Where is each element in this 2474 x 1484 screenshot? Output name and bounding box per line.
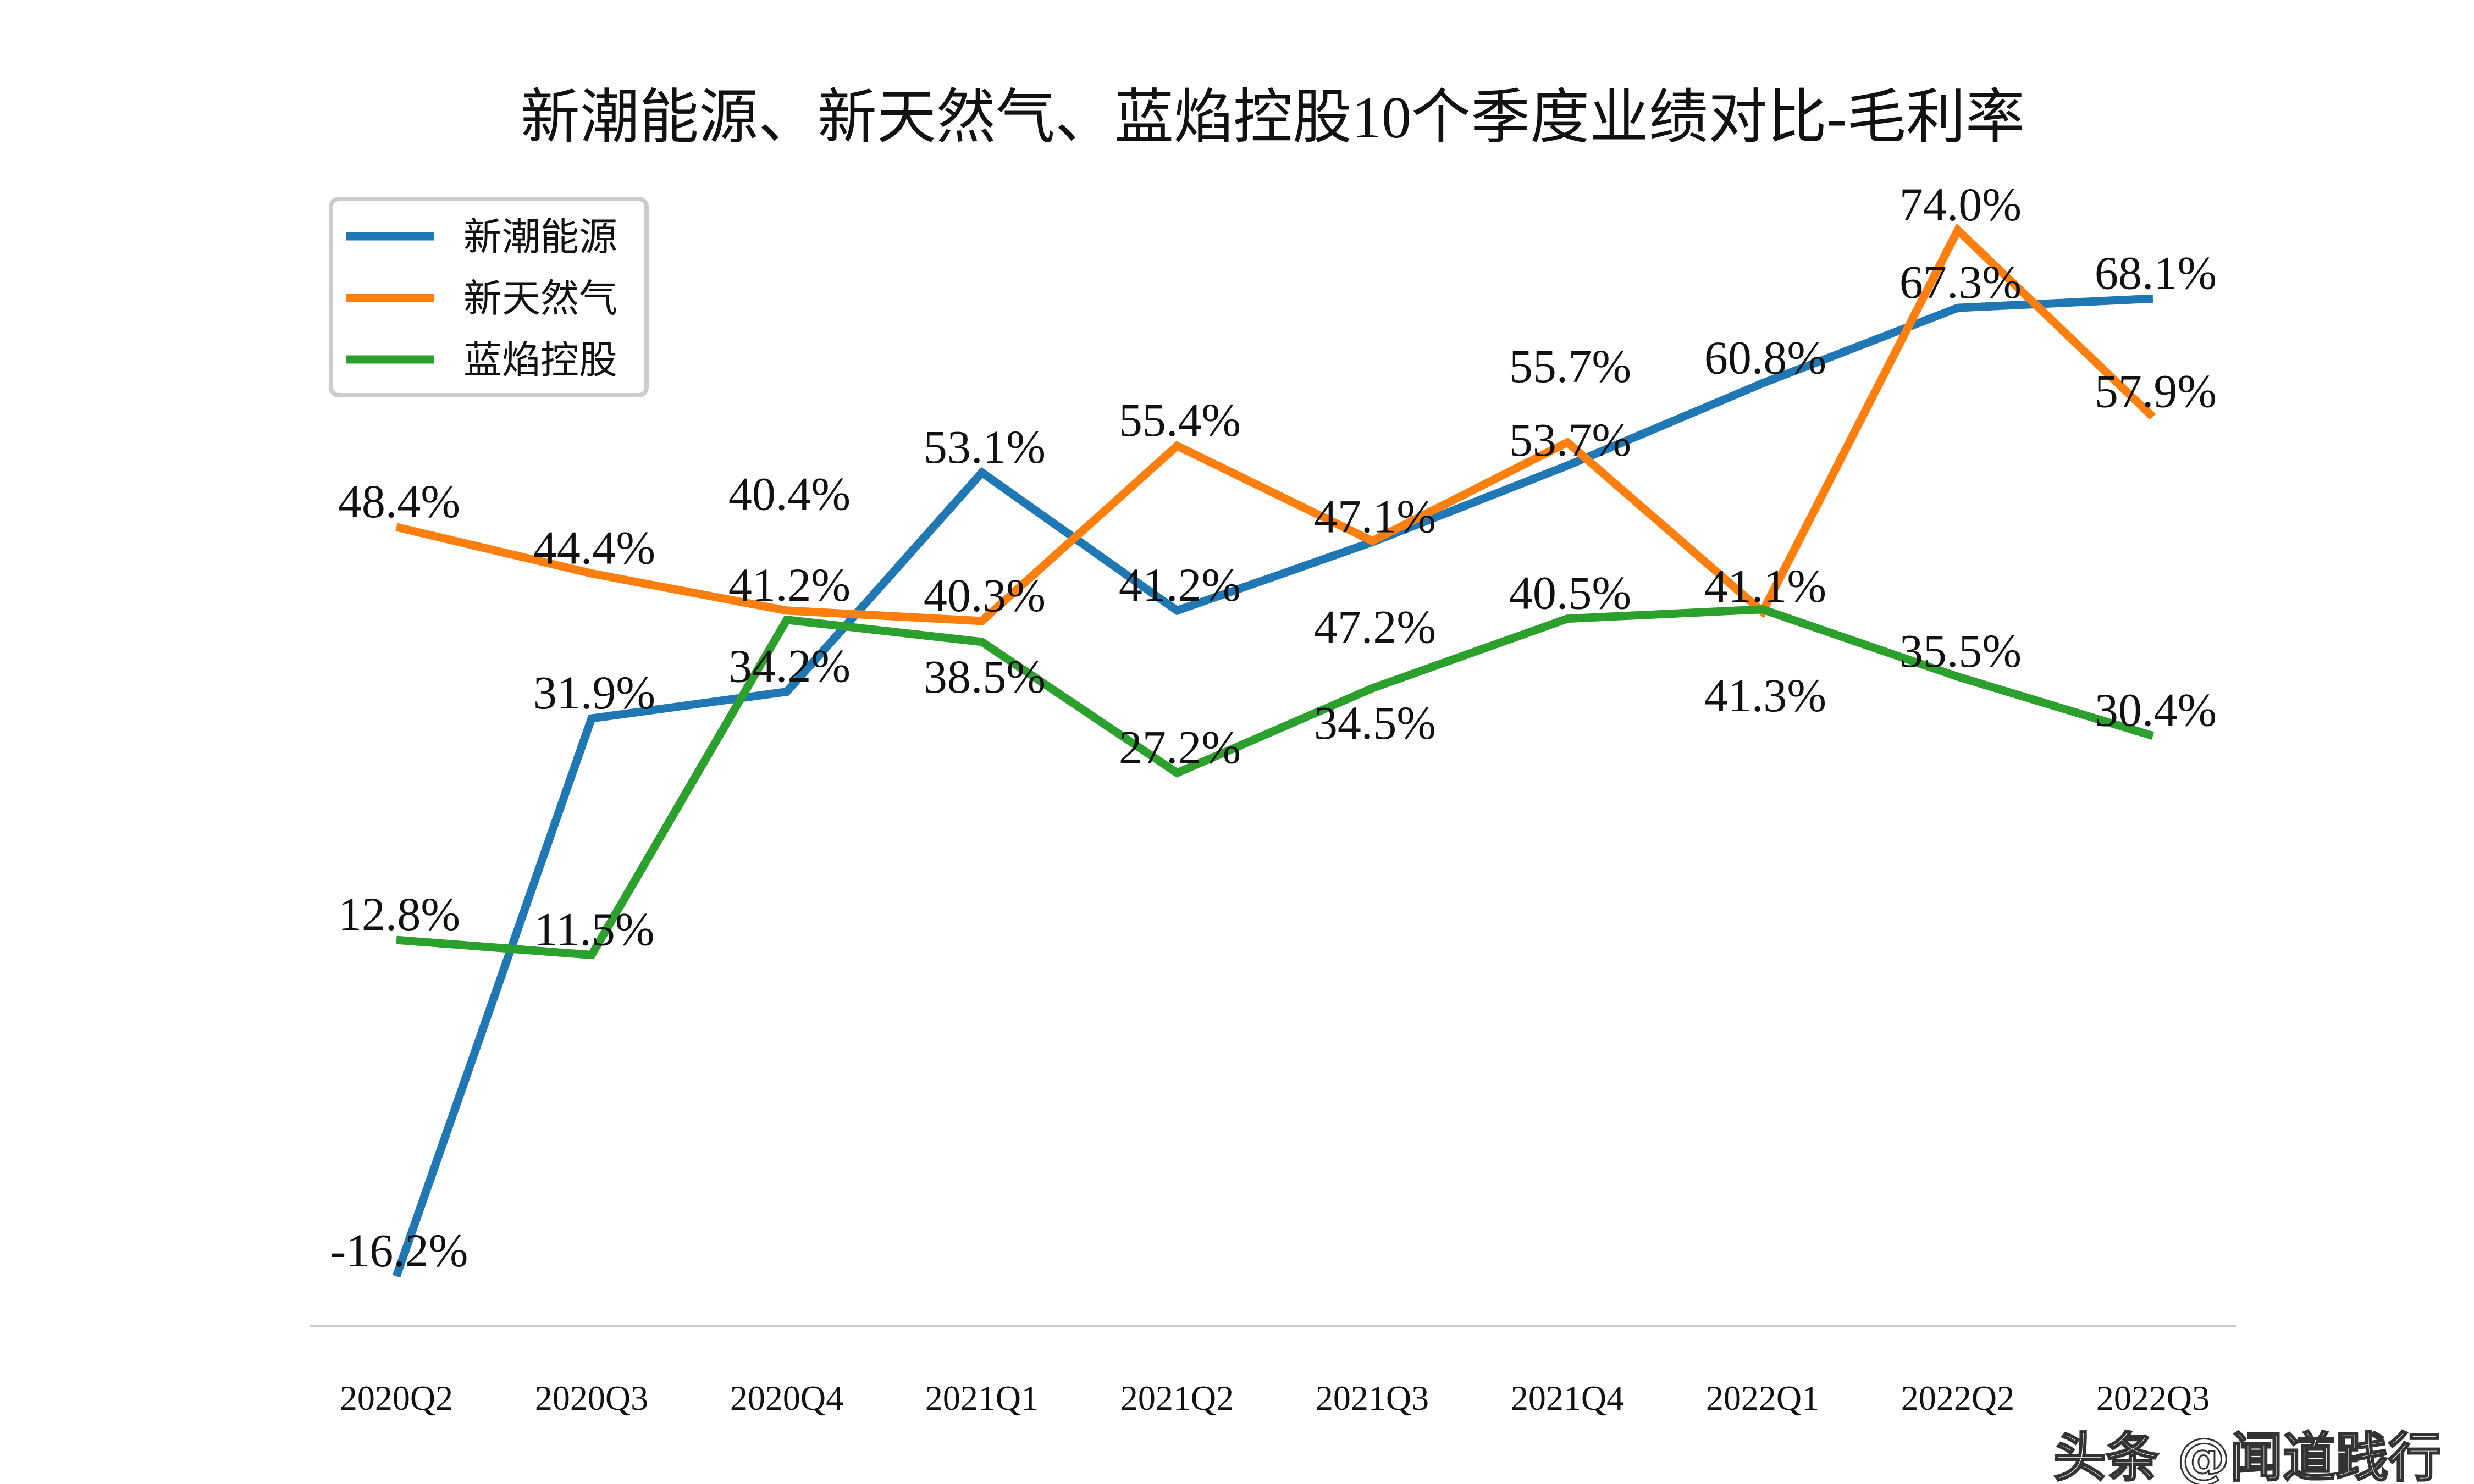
- x-tick-label: 2022Q1: [1706, 1378, 1819, 1417]
- data-label: 40.5%: [1509, 567, 1631, 619]
- data-label: 47.1%: [1314, 490, 1436, 542]
- data-label: 53.1%: [924, 420, 1046, 473]
- legend-label: 新潮能源: [463, 214, 617, 259]
- x-tick-label: 2021Q4: [1511, 1378, 1624, 1417]
- data-label: 53.7%: [1509, 413, 1631, 466]
- x-tick-label: 2022Q3: [2096, 1378, 2210, 1417]
- legend-label: 新天然气: [463, 276, 617, 321]
- x-tick-label: 2021Q1: [925, 1378, 1039, 1417]
- data-label: 68.1%: [2095, 246, 2217, 299]
- x-tick-label: 2020Q4: [730, 1378, 843, 1417]
- chart-title: 新潮能源、新天然气、蓝焰控股10个季度业绩对比-毛利率: [521, 85, 2025, 151]
- series-line-1: [392, 294, 2153, 1278]
- data-label: 41.2%: [1119, 558, 1241, 611]
- data-label: 31.9%: [533, 666, 655, 719]
- series-line-2: [395, 223, 2156, 625]
- data-label: 34.2%: [728, 640, 851, 693]
- data-label: 47.2%: [1314, 600, 1436, 653]
- data-label: 41.1%: [1704, 560, 1826, 612]
- x-tick-label: 2020Q2: [340, 1378, 453, 1417]
- data-label: 27.2%: [1119, 721, 1241, 773]
- data-label: 38.5%: [924, 650, 1046, 703]
- data-label: 40.3%: [924, 569, 1046, 622]
- data-label: 12.8%: [338, 888, 460, 940]
- data-label: 34.5%: [1314, 696, 1436, 749]
- data-label: 40.4%: [728, 468, 851, 520]
- data-label: 11.5%: [534, 903, 655, 956]
- legend-box: [329, 197, 649, 397]
- data-label: 55.4%: [1119, 394, 1241, 446]
- data-label: 41.3%: [1704, 669, 1826, 722]
- data-label: 35.5%: [1899, 624, 2022, 677]
- x-tick-label: 2020Q3: [535, 1378, 648, 1417]
- data-label: 74.0%: [1899, 178, 2022, 231]
- data-label: 67.3%: [1899, 256, 2022, 308]
- data-label: -16.2%: [330, 1224, 468, 1277]
- x-tick-label: 2021Q2: [1120, 1378, 1234, 1417]
- x-tick-label: 2022Q2: [1901, 1378, 2014, 1417]
- data-label: 57.9%: [2095, 364, 2217, 417]
- data-label: 30.4%: [2095, 684, 2217, 737]
- data-label: 55.7%: [1509, 340, 1631, 392]
- watermark: 头条 @闻道践行: [2053, 1427, 2441, 1484]
- data-label: 60.8%: [1704, 331, 1826, 384]
- data-label: 48.4%: [338, 475, 460, 528]
- data-label: 41.2%: [728, 558, 851, 611]
- x-tick-label: 2021Q3: [1316, 1378, 1429, 1417]
- legend-label: 蓝焰控股: [463, 337, 617, 383]
- data-label: 44.4%: [533, 521, 655, 574]
- series-line-3: [396, 605, 2155, 960]
